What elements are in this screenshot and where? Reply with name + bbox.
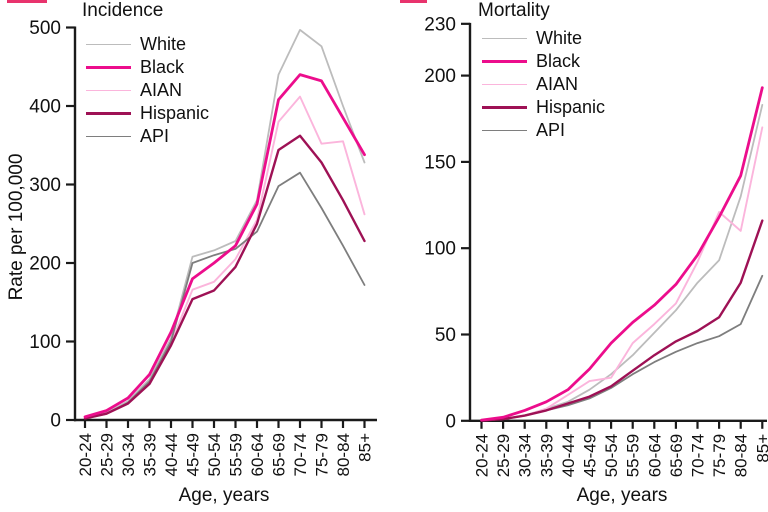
- legend-line-white-icon: [482, 37, 527, 40]
- x-tick-label: 70-74: [689, 434, 708, 477]
- legend-label: White: [536, 28, 583, 48]
- x-tick-label: 45-49: [184, 433, 203, 476]
- x-tick-label: 85+: [356, 433, 375, 462]
- x-tick-label: 55-59: [227, 433, 246, 476]
- x-tick-label: 85+: [753, 434, 768, 463]
- y-tick-label: 500: [29, 18, 61, 39]
- y-axis-label: Rate per 100,000: [6, 153, 27, 301]
- legend-item-aian: AIAN: [482, 73, 605, 96]
- legend-line-aian-icon: [86, 89, 131, 92]
- legend-item-api: API: [86, 125, 209, 148]
- legend-item-hispanic: Hispanic: [86, 102, 209, 125]
- legend-line-aian-icon: [482, 83, 527, 86]
- y-tick-label: 300: [29, 175, 61, 196]
- x-tick-label: 75-79: [313, 433, 332, 476]
- legend-item-white: White: [86, 33, 209, 56]
- mortality-series-hispanic: [480, 219, 764, 422]
- x-tick-label: 45-49: [581, 434, 600, 477]
- legend-item-white: White: [482, 27, 605, 50]
- incidence-x-axis-label: Age, years: [178, 485, 270, 506]
- mortality-series-aian: [480, 126, 764, 422]
- legend-label: AIAN: [140, 80, 183, 100]
- incidence-legend: White Black AIAN Hispanic API: [86, 33, 209, 148]
- incidence-series-white: [84, 28, 366, 420]
- x-tick-label: 65-69: [270, 433, 289, 476]
- x-tick-label: 40-44: [559, 434, 578, 477]
- legend-item-aian: AIAN: [86, 79, 209, 102]
- legend-line-black-icon: [482, 60, 527, 63]
- top-border-fragment-left: [7, 0, 47, 3]
- x-tick-label: 25-29: [494, 434, 513, 477]
- legend-line-hispanic-icon: [86, 112, 131, 115]
- legend-label: White: [140, 34, 187, 54]
- legend-label: AIAN: [536, 74, 579, 94]
- y-tick-label: 400: [29, 97, 61, 118]
- x-tick-label: 35-39: [141, 433, 160, 476]
- x-tick-label: 30-34: [119, 433, 138, 476]
- legend-line-hispanic-icon: [482, 106, 527, 109]
- mortality-legend: White Black AIAN Hispanic API: [482, 27, 605, 142]
- incidence-chart-title: Incidence: [82, 0, 164, 21]
- x-tick-label: 65-69: [667, 434, 686, 477]
- legend-label: API: [140, 126, 170, 146]
- legend-item-black: Black: [86, 56, 209, 79]
- mortality-series-api: [480, 274, 764, 422]
- legend-item-hispanic: Hispanic: [482, 96, 605, 119]
- x-tick-label: 50-54: [602, 434, 621, 477]
- legend-line-black-icon: [86, 66, 131, 69]
- mortality-series-black: [480, 86, 764, 422]
- y-tick-label: 0: [50, 411, 61, 432]
- y-tick-label: 150: [424, 152, 456, 173]
- x-tick-label: 40-44: [162, 433, 181, 476]
- x-tick-label: 50-54: [205, 433, 224, 476]
- incidence-series-api: [84, 171, 366, 420]
- legend-item-api: API: [482, 119, 605, 142]
- x-tick-label: 75-79: [710, 434, 729, 477]
- x-tick-label: 60-64: [248, 433, 267, 476]
- top-border-fragment-right: [400, 0, 427, 3]
- x-tick-label: 80-84: [334, 433, 353, 476]
- legend-label: Hispanic: [536, 97, 606, 117]
- x-tick-label: 35-39: [537, 434, 556, 477]
- incidence-series-black: [83, 73, 366, 419]
- y-tick-label: 100: [29, 332, 61, 353]
- legend-line-api-icon: [86, 135, 131, 138]
- y-tick-label: 0: [445, 411, 456, 432]
- mortality-series-white: [480, 104, 764, 422]
- y-tick-label: 230: [424, 14, 456, 35]
- mortality-chart-title: Mortality: [478, 0, 550, 21]
- incidence-series-hispanic: [83, 134, 366, 420]
- x-tick-label: 25-29: [98, 433, 117, 476]
- legend-label: Black: [536, 51, 581, 71]
- x-tick-label: 60-64: [645, 434, 664, 477]
- mortality-x-axis-label: Age, years: [576, 485, 668, 506]
- y-tick-label: 50: [435, 325, 456, 346]
- y-tick-label: 200: [29, 254, 61, 275]
- legend-item-black: Black: [482, 50, 605, 73]
- legend-label: Hispanic: [140, 103, 210, 123]
- legend-line-api-icon: [482, 129, 527, 132]
- x-tick-label: 30-34: [516, 434, 535, 477]
- x-tick-label: 80-84: [732, 434, 751, 477]
- legend-label: Black: [140, 57, 185, 77]
- x-tick-label: 70-74: [291, 433, 310, 476]
- y-tick-label: 100: [424, 239, 456, 260]
- x-tick-label: 55-59: [624, 434, 643, 477]
- legend-line-white-icon: [86, 43, 131, 46]
- legend-label: API: [536, 120, 566, 140]
- y-tick-label: 200: [424, 66, 456, 87]
- x-tick-label: 20-24: [473, 434, 492, 477]
- x-tick-label: 20-24: [76, 433, 95, 476]
